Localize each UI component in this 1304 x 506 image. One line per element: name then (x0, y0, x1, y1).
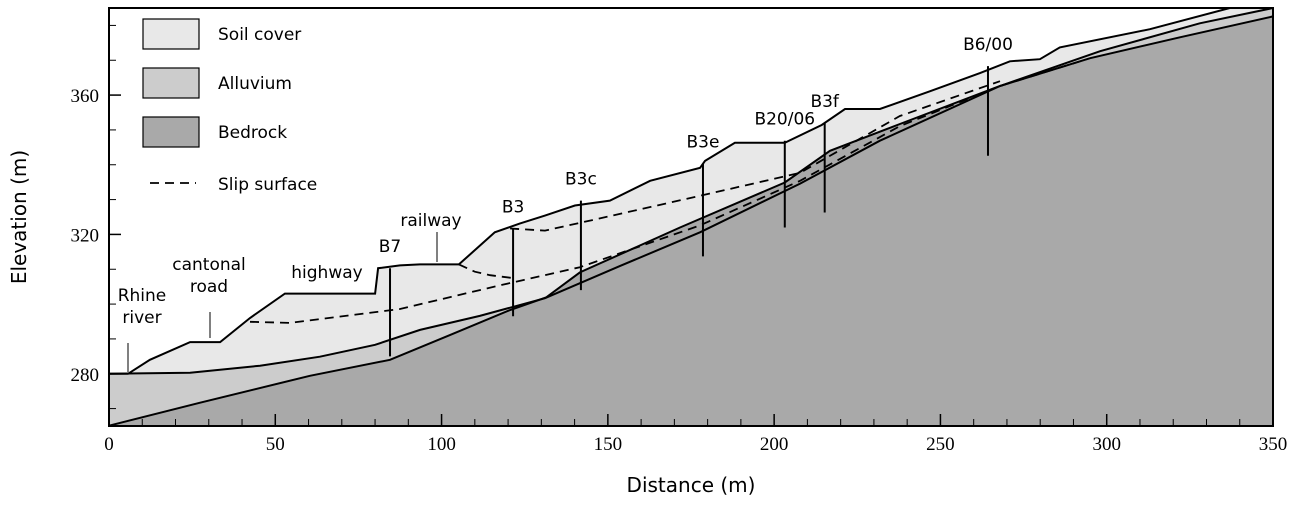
annotation: railway (400, 211, 461, 231)
borehole-label: B3 (502, 197, 524, 217)
legend-swatch (142, 67, 200, 99)
legend-swatch (142, 18, 200, 50)
slip-surface (249, 60, 1081, 324)
borehole-label: B6/00 (963, 35, 1013, 55)
layer-boundary (109, 7, 1273, 375)
x-axis-label: Distance (m) (627, 473, 756, 497)
x-tick-label: 100 (427, 434, 456, 455)
layer-2 (109, 16, 1273, 427)
borehole-label: B3e (687, 133, 720, 153)
borehole-label: B7 (379, 237, 401, 257)
x-tick-label: 250 (926, 434, 955, 455)
annotation: Rhine (118, 286, 167, 306)
legend-swatch (142, 116, 200, 148)
borehole-label: B3c (565, 170, 597, 190)
borehole-label: B3f (810, 92, 839, 112)
y-tick-label: 360 (71, 86, 100, 107)
x-tick-label: 150 (594, 434, 623, 455)
legend-label: Bedrock (218, 123, 287, 143)
x-tick-label: 0 (104, 434, 114, 455)
y-tick-label: 320 (71, 225, 100, 246)
borehole-label: B20/06 (754, 110, 815, 130)
slip-surface (458, 263, 515, 280)
x-tick-label: 200 (760, 434, 789, 455)
annotation: road (190, 277, 228, 297)
annotation: cantonal (172, 255, 246, 275)
annotation: highway (291, 263, 362, 283)
layer-boundary (108, 7, 1274, 375)
legend-label: Alluvium (218, 74, 292, 94)
slip-surface (510, 80, 1001, 232)
x-tick-label: 50 (266, 434, 285, 455)
x-tick-label: 300 (1092, 434, 1121, 455)
y-tick-label: 280 (71, 365, 100, 386)
y-axis-label: Elevation (m) (7, 150, 31, 284)
legend-label: Slip surface (218, 175, 317, 195)
plot-frame (108, 7, 1274, 427)
annotation: river (122, 308, 161, 328)
x-tick-label: 350 (1259, 434, 1288, 455)
legend-label: Soil cover (218, 25, 301, 45)
